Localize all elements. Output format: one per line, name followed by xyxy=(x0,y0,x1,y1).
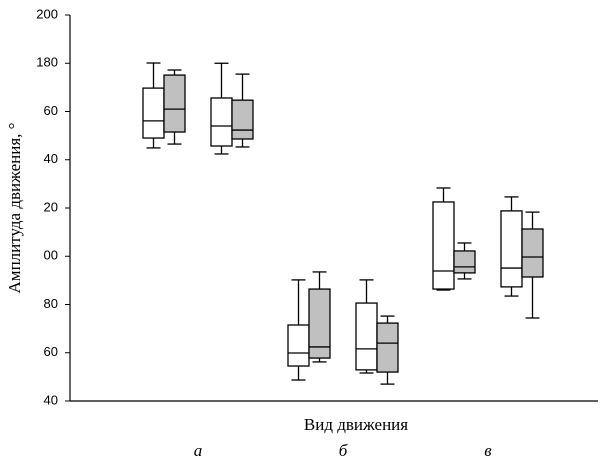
y-tick-label: 40 xyxy=(44,151,58,166)
x-category-label: в xyxy=(484,441,492,460)
y-tick-label: 180 xyxy=(36,55,58,70)
box xyxy=(500,210,523,288)
box xyxy=(521,228,544,278)
y-tick-label: 00 xyxy=(44,248,58,263)
box xyxy=(453,250,476,274)
box xyxy=(355,302,378,371)
y-tick-label: 60 xyxy=(44,103,58,118)
y-axis-label: Амплитуда движения, ° xyxy=(5,123,24,294)
y-tick-label: 40 xyxy=(44,392,58,407)
y-tick-label: 200 xyxy=(36,6,58,21)
x-axis-label: Вид движения xyxy=(304,415,408,434)
box xyxy=(210,97,233,147)
box xyxy=(231,99,254,140)
y-tick-label: 80 xyxy=(44,296,58,311)
y-tick-label: 60 xyxy=(44,344,58,359)
box xyxy=(308,288,331,359)
box xyxy=(432,201,455,290)
box xyxy=(163,74,186,133)
x-category-label: а xyxy=(194,441,203,460)
box xyxy=(142,87,165,139)
box xyxy=(376,322,399,373)
box xyxy=(287,324,310,367)
y-tick-label: 20 xyxy=(44,199,58,214)
x-category-label: б xyxy=(339,441,348,460)
